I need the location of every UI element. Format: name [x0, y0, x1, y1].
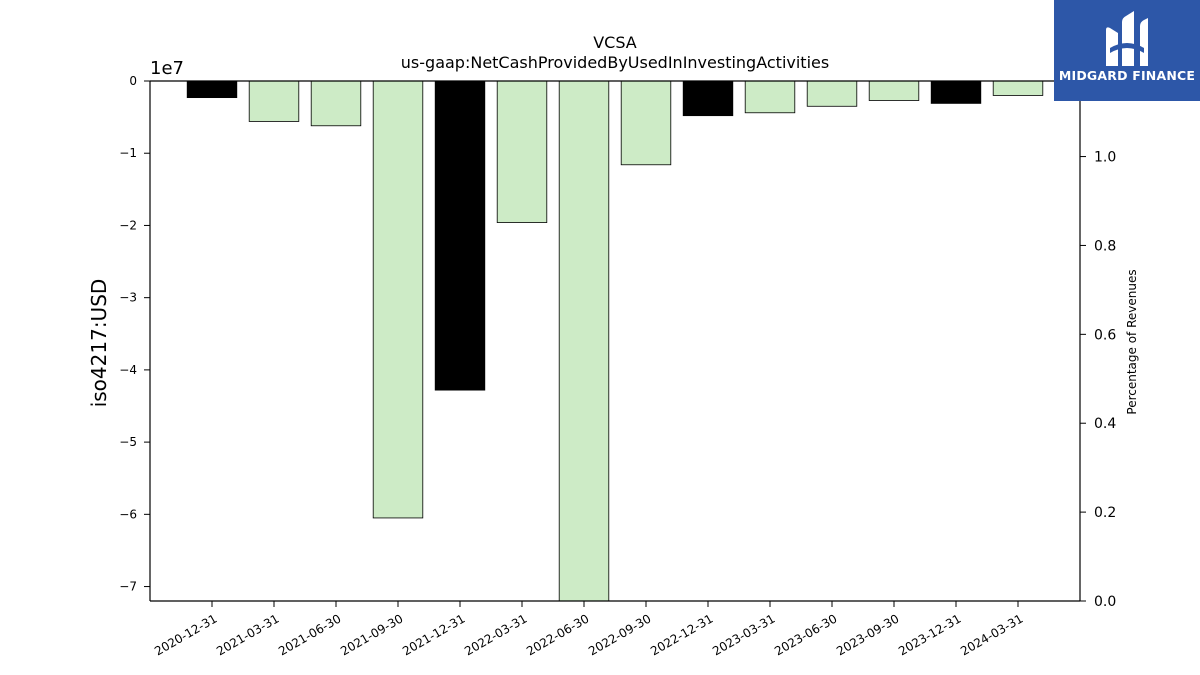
chart-title: VCSA — [593, 33, 637, 52]
bar-2020-12-31 — [186, 80, 238, 99]
x-tick-label-2022-12-31: 2022-12-31 — [648, 611, 715, 658]
bar-2023-06-30 — [806, 80, 858, 107]
y-tick-label-7: −7 — [119, 580, 137, 594]
y2-tick-label-5: 1.0 — [1094, 150, 1116, 166]
x-tick-label-2024-03-31: 2024-03-31 — [958, 611, 1025, 658]
x-tick-label-2023-03-31: 2023-03-31 — [710, 611, 777, 658]
x-tick-label-2021-09-30: 2021-09-30 — [338, 611, 405, 658]
x-tick-label-2022-09-30: 2022-09-30 — [586, 611, 653, 658]
y2-tick-label-0: 0.0 — [1094, 594, 1116, 610]
axes-group: 2020-12-312021-03-312021-06-302021-09-30… — [119, 74, 1116, 658]
y2-tick-label-3: 0.6 — [1094, 327, 1116, 343]
x-tick-label-2021-06-30: 2021-06-30 — [276, 611, 343, 658]
y-tick-label-2: −2 — [119, 218, 137, 232]
x-tick-label-2022-06-30: 2022-06-30 — [524, 611, 591, 658]
bar-2021-09-30 — [372, 80, 424, 519]
x-tick-label-2023-06-30: 2023-06-30 — [772, 611, 839, 658]
logo-mark-icon — [1054, 0, 1200, 101]
y-axis-multiplier: 1e7 — [150, 58, 184, 79]
bar-2023-09-30 — [868, 80, 920, 101]
y-tick-label-4: −4 — [119, 363, 137, 377]
bar-2022-03-31 — [496, 80, 548, 223]
bar-2021-12-31 — [434, 80, 486, 391]
x-tick-label-2023-12-31: 2023-12-31 — [896, 611, 963, 658]
x-tick-label-2021-12-31: 2021-12-31 — [400, 611, 467, 658]
x-tick-label-2020-12-31: 2020-12-31 — [152, 611, 219, 658]
bar-2022-09-30 — [620, 80, 672, 166]
y-tick-label-6: −6 — [119, 507, 137, 521]
bar-2022-12-31 — [682, 80, 734, 117]
bar-2024-03-31 — [992, 80, 1044, 96]
bar-2022-06-30 — [558, 80, 610, 602]
bar-2021-06-30 — [310, 80, 362, 127]
x-tick-label-2022-03-31: 2022-03-31 — [462, 611, 529, 658]
chart-subtitle: us-gaap:NetCashProvidedByUsedInInvesting… — [401, 53, 829, 72]
y-axis-label: iso4217:USD — [87, 279, 111, 408]
midgard-finance-logo: MIDGARD FINANCE — [1054, 0, 1200, 101]
y2-axis-label: Percentage of Revenues — [1125, 269, 1139, 414]
bars-group — [186, 80, 1044, 602]
y2-tick-label-1: 0.2 — [1094, 505, 1116, 521]
bar-2021-03-31 — [248, 80, 300, 122]
bar-2023-12-31 — [930, 80, 982, 104]
logo-text: MIDGARD FINANCE — [1058, 68, 1196, 83]
y-tick-label-1: −1 — [119, 146, 137, 160]
y-tick-label-3: −3 — [119, 291, 137, 305]
x-tick-label-2023-09-30: 2023-09-30 — [834, 611, 901, 658]
bar-2023-03-31 — [744, 80, 796, 114]
y2-tick-label-4: 0.8 — [1094, 238, 1116, 254]
x-tick-label-2021-03-31: 2021-03-31 — [214, 611, 281, 658]
y2-tick-label-2: 0.4 — [1094, 416, 1116, 432]
y-tick-label-5: −5 — [119, 435, 137, 449]
y-tick-label-0: 0 — [129, 74, 137, 88]
